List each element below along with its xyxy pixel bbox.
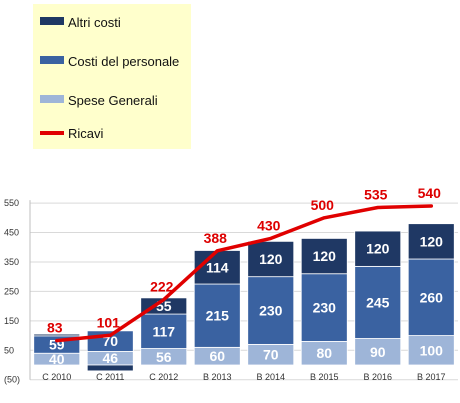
legend: Altri costi Costi del personale Spese Gene… xyxy=(33,4,191,149)
y-tick-label: 250 xyxy=(4,286,19,296)
y-tick-label: 550 xyxy=(4,198,19,208)
bar-value-label: 120 xyxy=(366,241,390,257)
legend-label: Spese Generali xyxy=(68,93,158,108)
bar-value-label: 120 xyxy=(420,233,444,249)
revenue-value-label: 540 xyxy=(418,185,442,201)
revenue-value-label: 83 xyxy=(47,320,63,336)
bar-segment xyxy=(300,273,348,342)
legend-label: Ricavi xyxy=(68,126,104,141)
y-tick-label: 150 xyxy=(4,316,19,326)
y-axis: (50) 50 150 250 350 450 550 xyxy=(4,198,31,385)
bar-value-label: 120 xyxy=(313,248,337,264)
bar-value-label: 245 xyxy=(366,294,390,310)
bar-segment xyxy=(247,240,295,278)
y-tick-label: (50) xyxy=(4,375,20,385)
bar-segment xyxy=(33,333,81,337)
bar-value-label: 260 xyxy=(420,289,444,305)
x-tick-label: C 2010 xyxy=(42,372,71,382)
bar-value-label: 46 xyxy=(102,350,118,366)
bar-value-label: 120 xyxy=(259,251,283,267)
revenue-value-label: 500 xyxy=(311,197,335,213)
bar-value-label: 215 xyxy=(206,308,230,324)
x-tick-label: B 2017 xyxy=(417,372,446,382)
bar-segment xyxy=(354,230,402,267)
bar-segment xyxy=(354,265,402,339)
x-tick-label: B 2013 xyxy=(203,372,232,382)
segment-labels: 4059467056117556021511470230120802301209… xyxy=(49,233,443,367)
x-axis: C 2010 C 2011 C 2012 B 2013 B 2014 B 2015 B 20… xyxy=(42,372,445,382)
bar-value-label: 90 xyxy=(370,344,386,360)
revenue-value-label: 535 xyxy=(364,186,388,202)
legend-swatch xyxy=(40,56,64,64)
y-tick-label: 350 xyxy=(4,257,19,267)
x-tick-label: C 2012 xyxy=(149,372,178,382)
y-tick-label: 50 xyxy=(4,345,14,355)
revenue-value-label: 222 xyxy=(150,279,174,295)
bar-segment xyxy=(247,276,295,345)
bar-segment xyxy=(193,283,241,348)
legend-label: Costi del personale xyxy=(68,54,179,69)
bar-value-label: 70 xyxy=(263,347,279,363)
bar-value-label: 80 xyxy=(316,345,332,361)
legend-label: Altri costi xyxy=(68,15,121,30)
bar-value-label: 114 xyxy=(206,259,229,275)
revenue-line xyxy=(55,204,434,343)
legend-swatch xyxy=(40,95,64,103)
bar-segment xyxy=(407,258,455,336)
legend-box xyxy=(33,4,191,149)
bar-value-label: 60 xyxy=(209,348,225,364)
revenue-series-line xyxy=(55,204,434,343)
revenue-value-label: 101 xyxy=(97,314,121,330)
bar-segment xyxy=(407,223,455,260)
revenue-value-label: 430 xyxy=(257,217,281,233)
bar-value-label: 117 xyxy=(152,323,175,339)
bar-value-label: 230 xyxy=(259,303,283,319)
bar-segment xyxy=(300,238,348,275)
legend-swatch xyxy=(40,17,64,25)
revenue-value-label: 388 xyxy=(204,230,228,246)
x-tick-label: B 2015 xyxy=(310,372,339,382)
bar-segment xyxy=(86,364,134,372)
revenue-labels: 83 101 222 388 430 500 535 540 xyxy=(47,185,441,336)
bar-value-label: 56 xyxy=(156,349,172,365)
x-tick-label: B 2016 xyxy=(363,372,392,382)
x-tick-label: C 2011 xyxy=(96,372,124,382)
bars xyxy=(33,223,455,372)
x-tick-label: B 2014 xyxy=(256,372,285,382)
bar-value-label: 40 xyxy=(49,351,65,367)
bar-segment xyxy=(193,250,241,285)
bar-value-label: 100 xyxy=(420,342,444,358)
y-tick-label: 450 xyxy=(4,228,19,238)
bar-value-label: 230 xyxy=(313,300,337,316)
